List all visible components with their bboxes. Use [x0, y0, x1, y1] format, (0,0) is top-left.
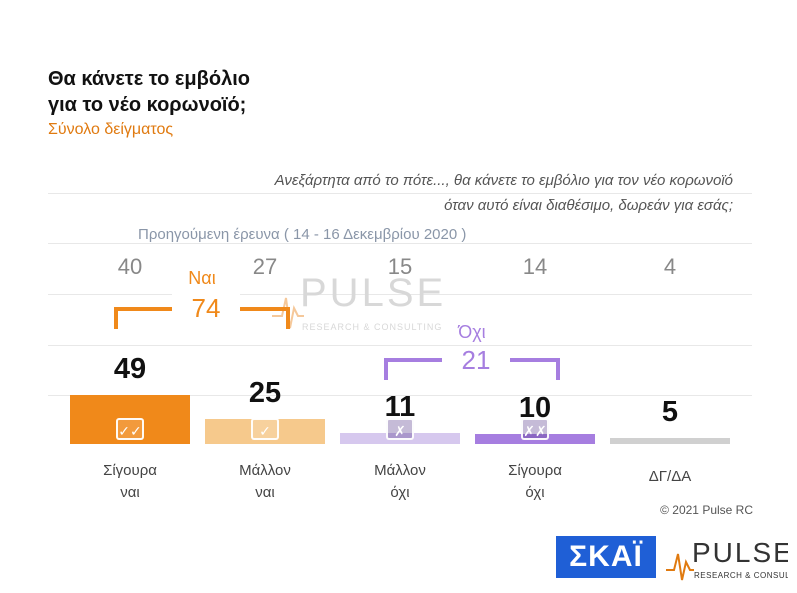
bar	[610, 438, 730, 444]
category-label: Σίγουρα όχι	[480, 460, 590, 504]
pulse-logo-tagline: RESEARCH & CONSULTING	[694, 571, 788, 580]
category-label-line2: ναι	[120, 484, 140, 501]
value-label: 49	[113, 353, 147, 385]
category-label-line2: όχι	[390, 484, 410, 501]
chart-title-line2: για το νέο κορωνοϊό;	[48, 94, 247, 116]
category-label-line1: Σίγουρα	[508, 462, 562, 479]
watermark-tagline: RESEARCH & CONSULTING	[302, 322, 442, 332]
category-label: Μάλλον όχι	[345, 460, 455, 504]
gridline	[48, 193, 752, 194]
chart-title-line1: Θα κάνετε το εμβόλιο	[48, 68, 250, 90]
cross-icon: ✗	[386, 418, 414, 440]
copyright: © 2021 Pulse RC	[660, 503, 753, 517]
group-no-total: 21	[442, 346, 510, 374]
previous-value: 14	[522, 254, 548, 279]
value-label: 25	[248, 377, 282, 409]
cross-double-icon: ✗✗	[521, 418, 549, 440]
gridline	[48, 243, 752, 244]
check-icon: ✓	[251, 418, 279, 440]
value-label: 5	[661, 396, 679, 428]
pulse-logo-name: PULSE	[692, 537, 788, 568]
chart-subtitle: Σύνολο δείγματος	[48, 121, 174, 138]
survey-question-line1: Ανεξάρτητα από το πότε..., θα κάνετε το …	[274, 172, 733, 189]
skai-logo: ΣΚΑΪ	[556, 536, 656, 578]
gridline	[48, 395, 752, 396]
chart-title: Θα κάνετε το εμβόλιο για το νέο κορωνοϊό…	[48, 66, 250, 118]
check-double-icon: ✓✓	[116, 418, 144, 440]
pulse-logo: PULSE RESEARCH & CONSULTING	[666, 537, 788, 581]
watermark-name: PULSE	[300, 271, 446, 315]
category-label-line1: Μάλλον	[239, 462, 291, 479]
previous-survey-label: Προηγούμενη έρευνα ( 14 - 16 Δεκεμβρίου …	[138, 226, 467, 243]
category-label-line2: όχι	[525, 484, 545, 501]
gridline	[48, 345, 752, 346]
category-label: ΔΓ/ΔΑ	[615, 466, 725, 488]
category-label-line1: Σίγουρα	[103, 462, 157, 479]
category-label-line1: Μάλλον	[374, 462, 426, 479]
pulse-watermark: PULSE RESEARCH & CONSULTING	[272, 271, 446, 332]
category-label: Σίγουρα ναι	[75, 460, 185, 504]
group-yes-total: 74	[172, 294, 240, 322]
previous-value: 27	[252, 254, 278, 279]
previous-value: 40	[117, 254, 143, 279]
gridline	[48, 294, 752, 295]
group-no-label: Όχι	[458, 322, 486, 342]
survey-question: Ανεξάρτητα από το πότε..., θα κάνετε το …	[173, 168, 733, 218]
previous-value: 15	[387, 254, 413, 279]
value-label: 11	[384, 391, 416, 423]
category-label-line2: ναι	[255, 484, 275, 501]
category-label-line1: ΔΓ/ΔΑ	[648, 468, 692, 485]
survey-question-line2: όταν αυτό είναι διαθέσιμο, δωρεάν για εσ…	[444, 197, 733, 214]
category-label: Μάλλον ναι	[210, 460, 320, 504]
previous-value: 4	[663, 254, 677, 279]
group-yes-label: Ναι	[188, 268, 216, 288]
